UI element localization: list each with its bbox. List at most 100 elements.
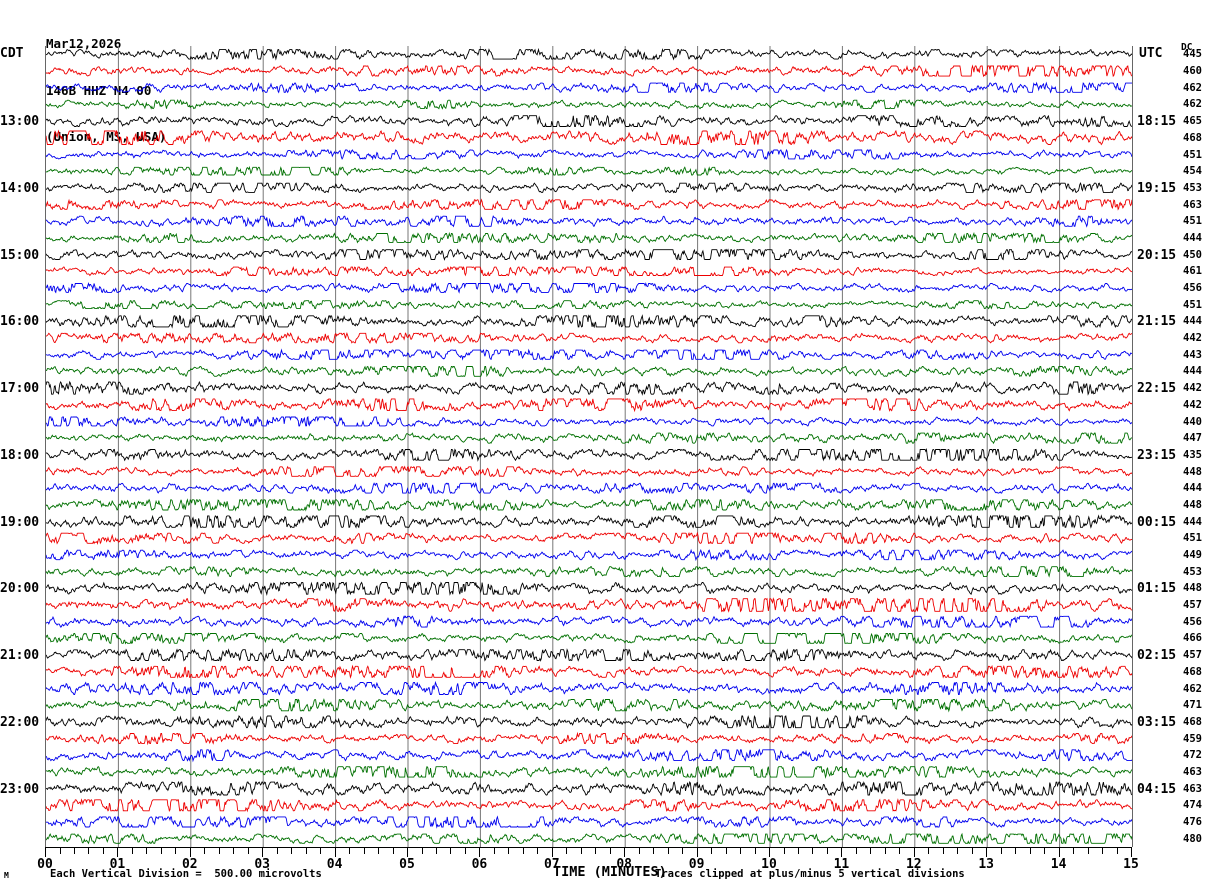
x-tick-minor	[276, 848, 278, 854]
x-tick-label: 11	[833, 857, 850, 872]
x-tick-minor	[1116, 848, 1118, 854]
seismogram-trace	[46, 815, 1132, 829]
seismogram-trace	[46, 98, 1132, 110]
x-tick-minor	[291, 848, 293, 854]
scale-note: Each Vertical Division = 500.00 microvol…	[50, 868, 322, 880]
x-tick-minor	[464, 848, 466, 854]
x-tick-major	[551, 848, 553, 857]
x-tick-minor	[1087, 848, 1089, 854]
seismogram-trace	[46, 64, 1132, 78]
right-time-label: 01:15	[1137, 581, 1177, 597]
seismogram-trace	[46, 129, 1132, 146]
x-tick-minor	[204, 848, 206, 854]
x-tick-major	[189, 848, 191, 857]
x-tick-minor	[928, 848, 930, 854]
seismogram-trace	[46, 331, 1132, 344]
x-tick-major	[334, 848, 336, 857]
x-tick-label: 06	[471, 857, 488, 872]
seismogram-trace	[46, 447, 1132, 462]
seismogram-trace	[46, 165, 1132, 177]
x-tick-major	[1058, 848, 1060, 857]
seismogram-trace	[46, 365, 1132, 378]
x-tick-major	[262, 848, 264, 857]
dc-value: 444	[1183, 482, 1202, 495]
x-tick-label: 10	[761, 857, 777, 872]
header-date: Mar12,2026	[46, 36, 122, 51]
left-time-label: 15:00	[0, 247, 40, 263]
dc-value: 457	[1183, 599, 1202, 611]
right-time-label: 19:15	[1137, 180, 1177, 196]
dc-value: 440	[1183, 415, 1202, 428]
x-tick-label: 04	[326, 857, 343, 872]
corner-mark: M	[4, 871, 9, 880]
dc-value: 453	[1183, 181, 1202, 194]
dc-value: 451	[1183, 215, 1202, 228]
dc-value: 444	[1183, 231, 1202, 244]
x-tick-minor	[580, 848, 582, 854]
left-time-label: 14:00	[0, 180, 40, 196]
x-tick-minor	[870, 848, 872, 854]
clip-note: Traces clipped at plus/minus 5 vertical …	[655, 868, 965, 880]
left-time-label: 23:00	[0, 781, 40, 797]
right-time-label: 04:15	[1137, 781, 1177, 797]
x-tick-minor	[653, 848, 655, 854]
dc-value: 451	[1183, 298, 1202, 311]
seismogram-trace	[46, 380, 1132, 396]
x-tick-minor	[667, 848, 669, 854]
x-tick-minor	[942, 848, 944, 854]
seismogram-trace	[46, 780, 1132, 797]
dc-value: 463	[1183, 198, 1202, 211]
x-tick-minor	[725, 848, 727, 854]
dc-value: 450	[1183, 248, 1202, 261]
x-tick-major	[479, 848, 481, 857]
x-tick-minor	[522, 848, 524, 854]
x-tick-label: 08	[616, 857, 633, 872]
x-tick-minor	[1000, 848, 1002, 854]
x-tick-minor	[537, 848, 539, 854]
x-tick-major	[624, 848, 626, 857]
seismogram-trace	[46, 531, 1132, 545]
x-tick-major	[696, 848, 698, 857]
x-tick-minor	[218, 848, 220, 854]
seismogram-trace	[46, 182, 1132, 194]
x-tick-minor	[508, 848, 510, 854]
x-tick-minor	[175, 848, 177, 854]
seismogram-trace	[46, 215, 1132, 228]
seismogram-trace	[46, 248, 1132, 261]
x-tick-minor	[609, 848, 611, 854]
left-time-label: 21:00	[0, 648, 40, 664]
x-tick-minor	[88, 848, 90, 854]
right-time-label: 23:15	[1137, 447, 1177, 463]
left-time-label: 13:00	[0, 114, 40, 130]
right-time-label: 03:15	[1137, 714, 1177, 730]
seismogram-trace	[46, 581, 1132, 596]
x-tick-minor	[595, 848, 597, 854]
x-tick-minor	[59, 848, 61, 854]
dc-value: 451	[1183, 148, 1202, 161]
dc-value: 444	[1183, 315, 1202, 328]
seismogram-plot[interactable]	[45, 46, 1133, 847]
dc-value: 463	[1183, 765, 1202, 778]
seismogram-trace	[46, 231, 1132, 244]
dc-value: 448	[1183, 465, 1202, 478]
dc-value: 463	[1183, 782, 1202, 795]
x-tick-minor	[102, 848, 104, 854]
x-axis-title: TIME (MINUTES)	[553, 864, 667, 880]
right-time-label: 21:15	[1137, 314, 1177, 330]
x-tick-label: 00	[37, 857, 53, 872]
dc-value: 457	[1183, 649, 1202, 662]
seismogram-trace	[46, 148, 1132, 161]
seismogram-trace	[46, 481, 1132, 495]
x-tick-minor	[855, 848, 857, 854]
seismogram-trace	[46, 565, 1132, 578]
x-tick-minor	[146, 848, 148, 854]
left-time-label: 20:00	[0, 581, 40, 597]
x-tick-minor	[957, 848, 959, 854]
x-tick-major	[913, 848, 915, 857]
x-tick-minor	[783, 848, 785, 854]
x-tick-major	[45, 848, 46, 857]
seismogram-trace	[46, 114, 1132, 129]
x-tick-minor	[493, 848, 495, 854]
dc-value: 435	[1183, 448, 1202, 461]
x-tick-minor	[421, 848, 423, 854]
